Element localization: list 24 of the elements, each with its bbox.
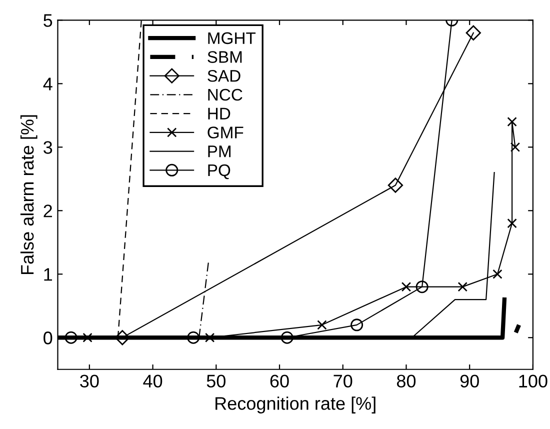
x-tick-label: 70	[334, 374, 352, 388]
legend-label: SBM	[208, 51, 242, 63]
x-tick-label: 50	[206, 374, 226, 388]
x-tick-label: 60	[270, 374, 289, 388]
y-tick-label: 1	[44, 268, 52, 281]
legend-label: MGHT	[208, 32, 256, 44]
legend-label: GMF	[208, 126, 244, 138]
legend-label: NCC	[208, 88, 242, 101]
legend-label: PM	[208, 146, 230, 158]
x-tick-label: 30	[80, 374, 99, 388]
legend-label: SAD	[208, 70, 240, 82]
x-tick-label: 80	[396, 374, 416, 388]
y-tick-label: 2	[44, 204, 52, 218]
x-tick-label: 100	[519, 374, 548, 388]
y-tick-label: 3	[44, 141, 52, 154]
legend-label: HD	[208, 108, 230, 120]
x-tick-label: 40	[143, 374, 162, 388]
y-tick-label: 0	[44, 332, 52, 344]
y-tick-label: 5	[44, 14, 52, 27]
y-tick-label: 4	[43, 78, 52, 90]
x-tick-label: 90	[460, 374, 479, 388]
x-axis-title: Recognition rate [%]	[216, 396, 376, 414]
legend-label: PQ	[208, 164, 230, 180]
y-axis-title: False alarm rate [%]	[20, 115, 38, 274]
